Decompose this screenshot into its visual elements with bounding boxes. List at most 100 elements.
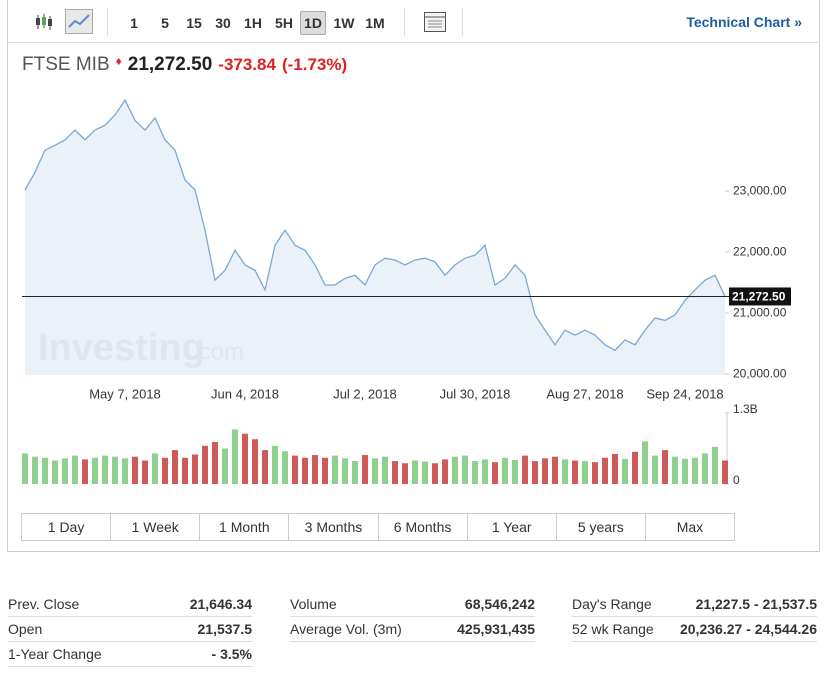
volume-bar	[532, 461, 538, 484]
range-button[interactable]: 6 Months	[379, 514, 468, 540]
volume-bar	[332, 455, 338, 484]
range-button[interactable]: 5 years	[557, 514, 646, 540]
interval-button[interactable]: 5	[161, 15, 169, 31]
volume-bar	[62, 458, 68, 484]
volume-bar	[292, 455, 298, 484]
volume-bar	[112, 456, 118, 484]
stat-label: Volume	[290, 596, 337, 612]
change: -373.84	[218, 55, 276, 74]
volume-bar	[652, 455, 658, 484]
volume-bar	[552, 456, 558, 484]
volume-bar	[362, 455, 368, 484]
instrument-name: FTSE MIB	[22, 54, 110, 75]
stat-value: - 3.5%	[211, 646, 252, 662]
volume-bar	[22, 453, 28, 484]
range-button[interactable]: 1 Month	[200, 514, 290, 540]
volume-bar	[432, 463, 438, 484]
stat-row: Average Vol. (3m) 425,931,435	[290, 617, 535, 642]
volume-bar	[132, 456, 138, 484]
range-button[interactable]: 1 Week	[111, 514, 201, 540]
interval-button[interactable]: 30	[215, 15, 231, 31]
volume-bar	[212, 441, 218, 484]
last-price: 21,272.50	[127, 54, 213, 75]
volume-bar	[702, 453, 708, 484]
volume-bar	[32, 456, 38, 484]
y-tick-label: 20,000.00	[733, 366, 787, 380]
volume-bar	[482, 459, 488, 484]
range-button[interactable]: 1 Day	[22, 514, 112, 540]
volume-bar	[622, 458, 628, 484]
volume-bar	[72, 455, 78, 484]
volume-bar	[262, 450, 268, 484]
volume-bar	[232, 429, 238, 484]
interval-button[interactable]: 1	[130, 15, 138, 31]
range-button[interactable]: 3 Months	[289, 514, 379, 540]
stat-row: 1-Year Change - 3.5%	[8, 642, 252, 667]
volume-bar	[172, 450, 178, 484]
volume-bar	[542, 458, 548, 484]
volume-tick-label: 0	[733, 473, 740, 487]
volume-bar	[252, 439, 258, 484]
volume-bar	[712, 446, 718, 484]
chart: Investing.com20,000.0021,000.0022,000.00…	[22, 98, 791, 487]
volume-bar	[302, 457, 308, 484]
stat-label: Average Vol. (3m)	[290, 621, 402, 637]
table-icon[interactable]	[423, 11, 447, 33]
stat-row: Prev. Close 21,646.34	[8, 592, 252, 617]
volume-bar	[372, 458, 378, 484]
y-tick-label: 22,000.00	[733, 244, 787, 258]
volume-bar	[642, 441, 648, 484]
volume-bar	[192, 454, 198, 484]
current-price-box	[729, 287, 791, 306]
candle-icon[interactable]	[34, 13, 54, 31]
volume-bar	[512, 459, 518, 484]
volume-bar	[672, 456, 678, 484]
interval-button[interactable]: 1W	[333, 15, 355, 31]
volume-bar	[82, 459, 88, 484]
volume-bar	[342, 458, 348, 484]
volume-bar	[352, 461, 358, 484]
range-button[interactable]: 1 Year	[468, 514, 557, 540]
area-icon[interactable]	[65, 9, 93, 34]
volume-bar	[242, 433, 248, 484]
interval-button[interactable]: 5H	[275, 15, 293, 31]
stat-value: 21,646.34	[189, 596, 252, 612]
toolbar: Technical Chart » 1 5 15 30 1H 5H 1D 1W 1M	[7, 0, 820, 43]
volume-bar	[402, 463, 408, 484]
change-pct: (-1.73%)	[281, 55, 348, 74]
stat-row: Open 21,537.5	[8, 617, 252, 642]
separator	[107, 8, 108, 36]
x-tick-label: Aug 27, 2018	[546, 386, 623, 401]
range-buttons: 1 Day 1 Week 1 Month 3 Months 6 Months 1 Year…	[21, 513, 735, 541]
technical-chart-link[interactable]: Technical Chart »	[686, 14, 802, 30]
volume-bar	[582, 461, 588, 484]
interval-button[interactable]: 1M	[365, 15, 385, 31]
stat-label: Prev. Close	[8, 596, 80, 612]
interval-button[interactable]: 1H	[244, 15, 262, 31]
separator	[462, 8, 463, 36]
separator	[404, 8, 405, 36]
stat-label: 1-Year Change	[8, 646, 102, 662]
interval-button[interactable]: 1D	[300, 11, 326, 35]
volume-bar	[692, 457, 698, 484]
stat-label: Open	[8, 621, 43, 637]
stat-value: 21,537.5	[197, 621, 253, 637]
interval-button[interactable]: 15	[186, 15, 202, 31]
volume-bar	[392, 461, 398, 484]
volume-bar	[182, 457, 188, 484]
volume-bar	[562, 459, 568, 484]
down-arrow: ♦	[115, 54, 122, 68]
volume-bar	[272, 445, 278, 484]
volume-bar	[412, 460, 418, 484]
volume-bar	[502, 457, 508, 484]
volume-bar	[102, 455, 108, 484]
volume-bar	[222, 448, 228, 484]
volume-bar	[572, 460, 578, 484]
volume-bar	[382, 456, 388, 484]
volume-bar	[722, 460, 728, 484]
volume-bar	[52, 460, 58, 484]
volume-bar	[202, 445, 208, 484]
range-button[interactable]: Max	[676, 519, 704, 535]
stat-row: Volume 68,546,242	[290, 592, 535, 617]
